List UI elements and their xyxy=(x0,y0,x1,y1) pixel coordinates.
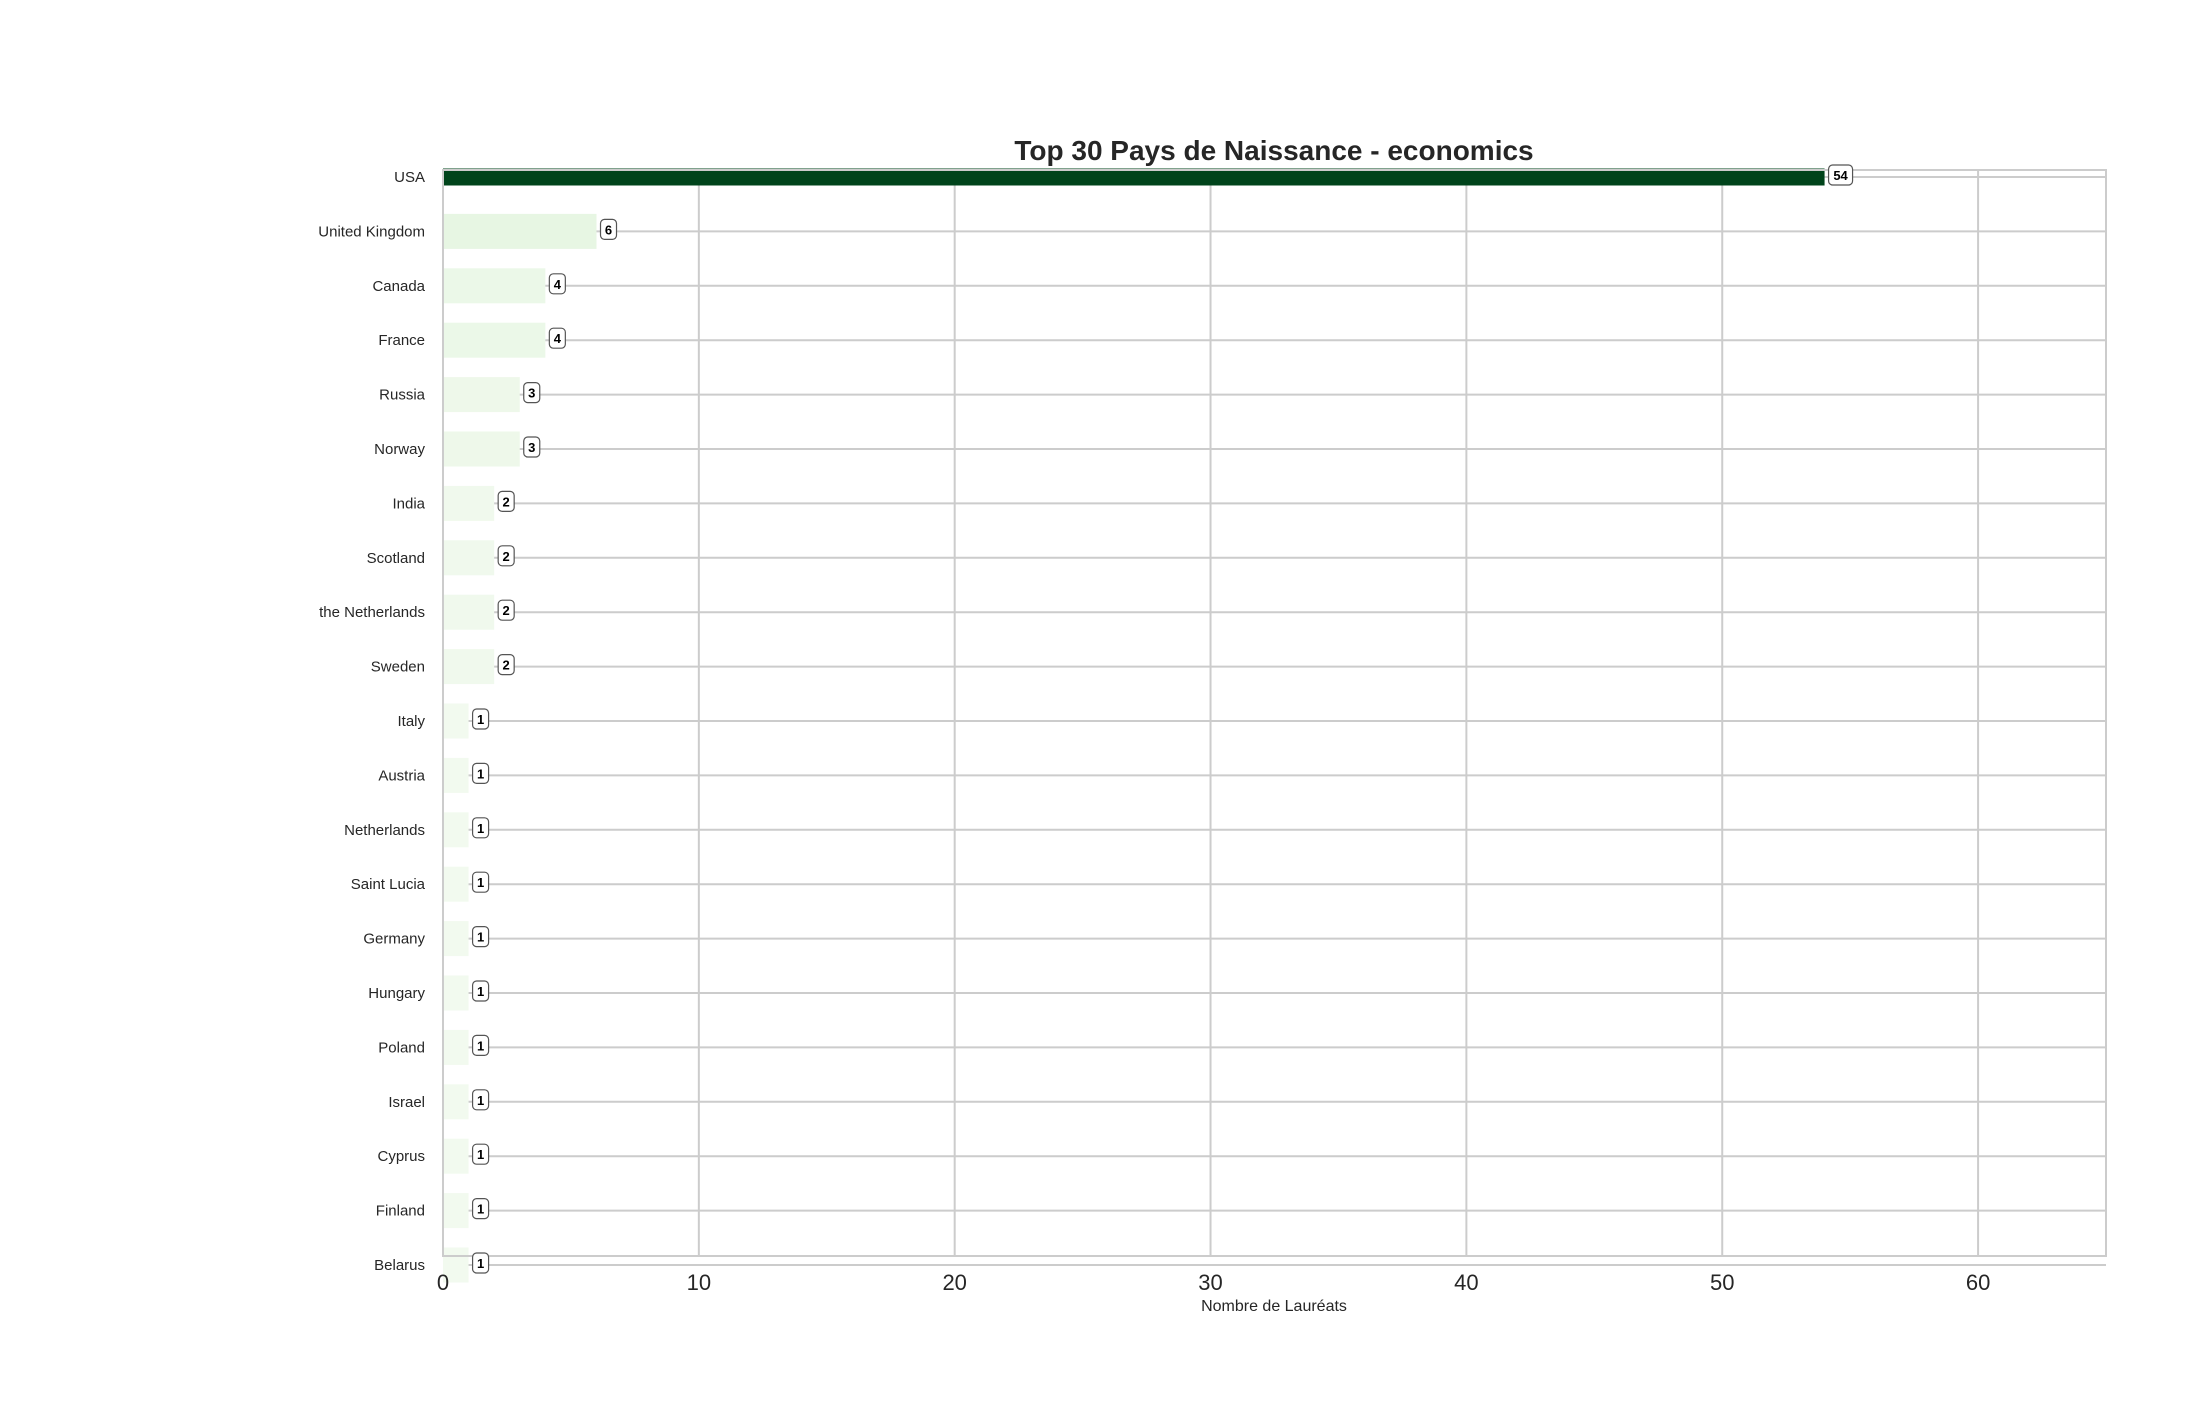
bar xyxy=(443,921,469,957)
value-label: 1 xyxy=(477,1256,484,1271)
value-label: 1 xyxy=(477,930,484,945)
y-tick-label: the Netherlands xyxy=(319,604,425,621)
value-label-box xyxy=(471,1252,490,1274)
value-label: 2 xyxy=(503,494,510,509)
value-label-box xyxy=(497,545,515,567)
labels: 0 10 20 30 40 50 60 USA 54 United Kingdom 6 Canada 4… xyxy=(318,164,1990,1295)
bar xyxy=(443,703,469,739)
value-label: 4 xyxy=(554,277,562,292)
bar xyxy=(443,431,520,467)
y-tick-label: Israel xyxy=(388,1094,425,1111)
value-label-box xyxy=(523,382,541,404)
bar xyxy=(443,540,495,576)
y-tick-label: Cyprus xyxy=(377,1148,425,1165)
x-axis-label: Nombre de Lauréats xyxy=(1201,1298,1347,1315)
value-label-box xyxy=(471,1089,490,1111)
grid-lines xyxy=(442,170,2106,1266)
y-tick-label: Norway xyxy=(374,441,425,458)
value-label-box xyxy=(471,980,490,1002)
value-label: 1 xyxy=(477,1093,484,1108)
value-label: 1 xyxy=(477,821,484,836)
value-label: 1 xyxy=(477,1038,484,1053)
bar xyxy=(443,1138,469,1174)
y-tick-label: Hungary xyxy=(368,985,425,1002)
bar xyxy=(443,485,495,521)
y-tick-label: Netherlands xyxy=(344,822,425,839)
bar xyxy=(443,812,469,848)
value-label: 4 xyxy=(554,331,562,346)
bar xyxy=(443,213,597,249)
bar xyxy=(443,975,469,1011)
value-label-box xyxy=(471,708,490,730)
value-label-box xyxy=(471,1034,490,1057)
value-label: 1 xyxy=(477,984,484,999)
bar xyxy=(443,1193,469,1229)
value-label: 1 xyxy=(477,1147,484,1162)
y-tick-label: USA xyxy=(394,169,425,186)
bar xyxy=(443,168,1825,186)
x-tick-label: 10 xyxy=(687,1270,711,1295)
bar xyxy=(443,866,469,902)
value-label-box xyxy=(497,653,515,676)
y-tick-label: Scotland xyxy=(367,550,425,567)
value-label-box xyxy=(548,327,566,349)
value-label-box xyxy=(471,925,490,948)
y-tick-label: Austria xyxy=(378,767,425,784)
y-tick-label: Poland xyxy=(378,1039,425,1056)
y-tick-label: United Kingdom xyxy=(318,223,425,240)
value-label: 3 xyxy=(528,386,535,401)
value-label-box xyxy=(523,436,541,458)
bar xyxy=(443,757,469,793)
bar xyxy=(443,268,546,304)
value-label: 1 xyxy=(477,712,484,727)
value-label-box xyxy=(471,762,490,785)
y-tick-label: India xyxy=(392,495,425,512)
y-tick-label: Finland xyxy=(376,1203,425,1220)
value-label-box xyxy=(599,218,618,240)
y-tick-label: Italy xyxy=(397,713,425,730)
bar xyxy=(443,594,495,630)
value-label: 6 xyxy=(605,222,612,237)
bar xyxy=(443,377,520,413)
value-label-box xyxy=(471,871,490,893)
chart-title: Top 30 Pays de Naissance - economics xyxy=(1014,135,1533,166)
x-tick-label: 40 xyxy=(1454,1270,1478,1295)
value-label-box xyxy=(548,273,566,295)
x-tick-label: 50 xyxy=(1710,1270,1734,1295)
y-tick-label: Russia xyxy=(379,387,426,404)
value-label: 1 xyxy=(477,875,484,890)
value-label-box xyxy=(471,1143,490,1165)
y-tick-label: France xyxy=(378,332,425,349)
value-label: 54 xyxy=(1833,168,1848,183)
value-label: 1 xyxy=(477,766,484,781)
bars xyxy=(443,168,1825,1283)
value-label-box xyxy=(497,490,515,512)
bar xyxy=(443,649,495,685)
value-label: 2 xyxy=(503,603,510,618)
value-label-box xyxy=(471,817,490,839)
value-label: 1 xyxy=(477,1202,484,1217)
value-label: 2 xyxy=(503,658,510,673)
bar xyxy=(443,1029,469,1065)
bar xyxy=(443,322,546,358)
value-label: 2 xyxy=(503,549,510,564)
value-label-box xyxy=(471,1197,490,1220)
x-tick-label: 30 xyxy=(1198,1270,1222,1295)
y-tick-label: Sweden xyxy=(371,659,425,676)
y-tick-label: Germany xyxy=(363,931,425,948)
value-label-box xyxy=(497,599,515,621)
plot-frame xyxy=(442,169,2107,1257)
bar xyxy=(443,1084,469,1120)
y-tick-label: Canada xyxy=(372,278,425,295)
x-tick-label: 0 xyxy=(437,1270,449,1295)
y-tick-label: Saint Lucia xyxy=(351,876,426,893)
value-label: 3 xyxy=(528,440,535,455)
bar xyxy=(443,1247,469,1283)
x-tick-label: 60 xyxy=(1966,1270,1990,1295)
y-tick-label: Belarus xyxy=(374,1257,425,1274)
value-label-box xyxy=(1827,164,1854,186)
x-tick-label: 20 xyxy=(942,1270,966,1295)
